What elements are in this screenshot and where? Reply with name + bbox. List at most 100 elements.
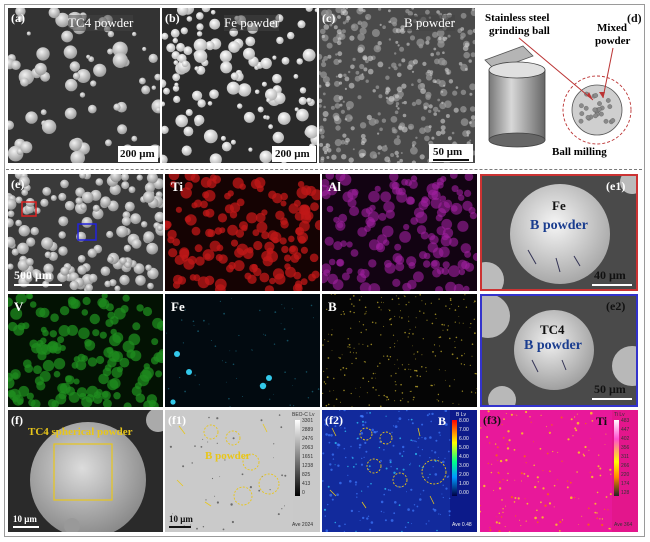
particle xyxy=(68,298,79,309)
particle xyxy=(370,343,373,346)
particle xyxy=(196,12,204,20)
particle xyxy=(165,220,171,231)
particle xyxy=(444,410,448,412)
particle xyxy=(419,294,421,296)
particle xyxy=(284,307,285,309)
particle xyxy=(50,195,57,201)
particle xyxy=(82,296,91,306)
colorbar-tick: 2063 xyxy=(302,445,314,451)
particle xyxy=(410,175,418,182)
particle xyxy=(435,439,438,442)
particle xyxy=(425,367,427,369)
f1-colorbar-title: BEO-C Lv xyxy=(292,412,315,418)
panel-al-map: Al xyxy=(322,174,477,291)
particle xyxy=(559,520,562,524)
particle xyxy=(323,370,325,372)
particle xyxy=(409,328,411,330)
particle xyxy=(288,245,299,255)
particle xyxy=(210,10,216,15)
particle xyxy=(114,285,121,291)
panel-e1-scale-label: 40 μm xyxy=(594,268,626,282)
particle xyxy=(241,473,244,476)
particle xyxy=(416,375,419,377)
particle xyxy=(389,17,398,25)
particle xyxy=(345,8,348,10)
particle xyxy=(400,383,402,386)
particle xyxy=(557,451,559,453)
particle xyxy=(302,48,316,62)
particle xyxy=(412,345,413,347)
particle xyxy=(148,53,158,64)
particle xyxy=(599,467,602,470)
particle xyxy=(344,456,347,459)
fe-particle xyxy=(259,382,267,390)
panel-e1-label: (e1) xyxy=(606,179,626,193)
particle xyxy=(588,507,590,509)
particle xyxy=(323,24,330,30)
particle xyxy=(136,304,144,312)
particle xyxy=(326,376,329,379)
particle xyxy=(419,498,422,501)
particle xyxy=(269,489,271,491)
particle xyxy=(335,174,346,182)
particle xyxy=(378,306,380,309)
particle xyxy=(113,103,121,111)
particle xyxy=(359,282,372,291)
particle xyxy=(409,464,411,466)
particle xyxy=(396,467,398,470)
particle xyxy=(415,441,417,443)
particle xyxy=(371,428,374,432)
particle xyxy=(330,434,333,437)
particle xyxy=(145,264,152,271)
particle xyxy=(440,513,441,515)
particle xyxy=(596,512,598,514)
particle xyxy=(501,499,503,501)
particle xyxy=(121,174,129,181)
e1-b-powder-label: B powder xyxy=(530,218,588,233)
particle xyxy=(457,220,469,232)
particle xyxy=(331,453,335,456)
particle xyxy=(230,239,239,247)
particle xyxy=(437,57,446,66)
panel-d-ball-milling: (d) Stainless steel grinding ball Mixed … xyxy=(477,8,641,163)
particle xyxy=(490,471,493,474)
fe-eds-map xyxy=(166,298,320,407)
particle xyxy=(368,465,371,468)
particle xyxy=(534,516,537,520)
particle xyxy=(449,439,451,441)
grinding-ball xyxy=(578,118,584,124)
particle xyxy=(420,116,426,121)
particle xyxy=(363,67,368,72)
particle xyxy=(272,73,282,84)
grinding-ball xyxy=(579,111,585,116)
particle xyxy=(360,133,366,139)
particle xyxy=(460,339,463,341)
particle xyxy=(487,462,489,465)
particle xyxy=(335,75,338,78)
b-eds-map xyxy=(322,294,477,407)
particle xyxy=(355,70,360,75)
particle xyxy=(360,463,364,466)
particle xyxy=(381,225,394,238)
particle xyxy=(434,451,437,454)
particle xyxy=(42,187,52,196)
fe-particle xyxy=(170,399,176,405)
particle xyxy=(101,390,111,401)
particle xyxy=(58,231,66,239)
particle xyxy=(514,479,516,481)
particle xyxy=(184,390,186,393)
particle xyxy=(471,343,474,345)
particle xyxy=(520,480,522,482)
particle xyxy=(63,45,78,59)
particle xyxy=(204,253,211,260)
particle xyxy=(460,89,467,96)
particle xyxy=(420,88,426,94)
particle xyxy=(432,268,442,278)
particle xyxy=(215,254,223,262)
particle xyxy=(439,195,447,202)
particle xyxy=(516,414,518,416)
particle xyxy=(508,531,511,532)
particle xyxy=(397,340,398,342)
particle xyxy=(442,401,444,403)
particle xyxy=(569,481,572,484)
